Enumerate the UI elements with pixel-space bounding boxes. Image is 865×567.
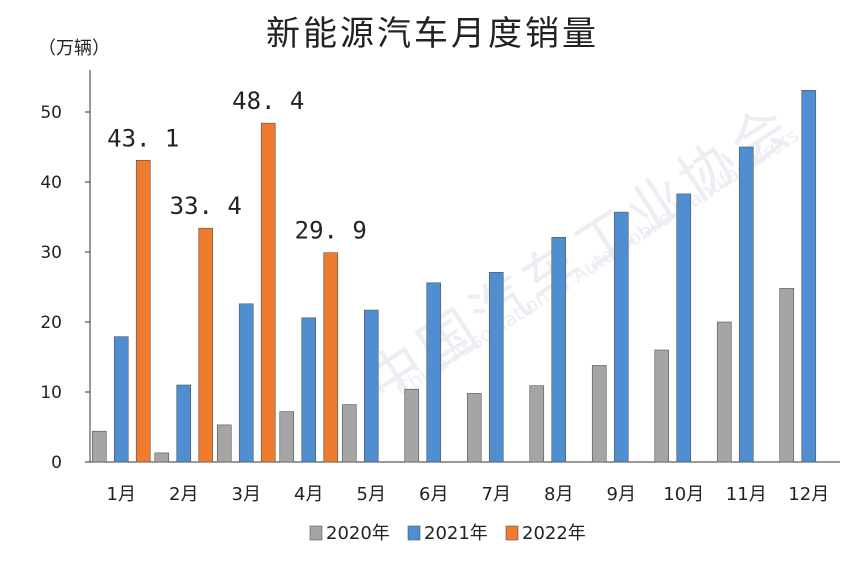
y-tick-label: 50 <box>40 103 62 123</box>
x-tick-label: 10月 <box>663 484 704 505</box>
bar-2020年 <box>404 388 420 463</box>
bar-2021年 <box>238 303 254 463</box>
bar-2020年 <box>779 288 795 463</box>
x-tick-label: 4月 <box>294 484 323 505</box>
legend-swatch-2022年 <box>505 525 519 541</box>
bar-2020年 <box>91 430 107 463</box>
bar-2020年 <box>279 411 295 463</box>
chart-title: 新能源汽车月度销量 <box>266 14 599 54</box>
bar-2022年 <box>135 160 151 463</box>
bar-2020年 <box>216 424 232 463</box>
legend-swatch-2020年 <box>309 525 323 541</box>
bar-2022年 <box>323 252 339 463</box>
data-label: 48. 4 <box>232 87 304 115</box>
y-tick-label: 10 <box>40 383 62 403</box>
bar-2021年 <box>738 146 754 463</box>
y-tick-label: 0 <box>51 453 62 473</box>
bar-2021年 <box>363 309 379 463</box>
y-tick-label: 40 <box>40 173 62 193</box>
x-tick-label: 12月 <box>788 484 829 505</box>
bar-2020年 <box>341 404 357 463</box>
bar-2021年 <box>676 193 692 463</box>
data-label: 33. 4 <box>170 192 242 220</box>
bar-2021年 <box>551 237 567 463</box>
y-tick-label: 30 <box>40 243 62 263</box>
bar-2020年 <box>654 349 670 463</box>
legend-label: 2020年 <box>326 523 390 544</box>
x-tick-label: 1月 <box>107 484 136 505</box>
y-axis-unit-label: （万辆） <box>38 38 110 59</box>
bar-2021年 <box>488 271 504 463</box>
data-label: 43. 1 <box>107 124 179 152</box>
bar-2021年 <box>426 282 442 463</box>
legend-swatch-2021年 <box>407 525 421 541</box>
y-tick-label: 20 <box>40 313 62 333</box>
legend-label: 2022年 <box>522 523 586 544</box>
bar-2021年 <box>613 211 629 463</box>
x-tick-label: 7月 <box>482 484 511 505</box>
x-tick-label: 2月 <box>169 484 198 505</box>
x-tick-label: 3月 <box>232 484 261 505</box>
bar-2022年 <box>260 122 276 463</box>
bar-2021年 <box>176 384 192 463</box>
bar-2020年 <box>716 321 732 463</box>
x-tick-label: 8月 <box>544 484 573 505</box>
x-tick-label: 11月 <box>726 484 767 505</box>
bar-2022年 <box>198 227 214 463</box>
bar-2021年 <box>113 336 129 463</box>
legend-label: 2021年 <box>424 523 488 544</box>
bar-2020年 <box>591 365 607 463</box>
bar-2021年 <box>801 90 817 463</box>
x-tick-label: 5月 <box>357 484 386 505</box>
data-label: 29. 9 <box>295 217 367 245</box>
bar-2020年 <box>529 385 545 463</box>
bar-2020年 <box>154 452 170 463</box>
bar-2020年 <box>466 393 482 463</box>
x-tick-label: 6月 <box>419 484 448 505</box>
x-tick-label: 9月 <box>607 484 636 505</box>
bar-2021年 <box>301 317 317 463</box>
